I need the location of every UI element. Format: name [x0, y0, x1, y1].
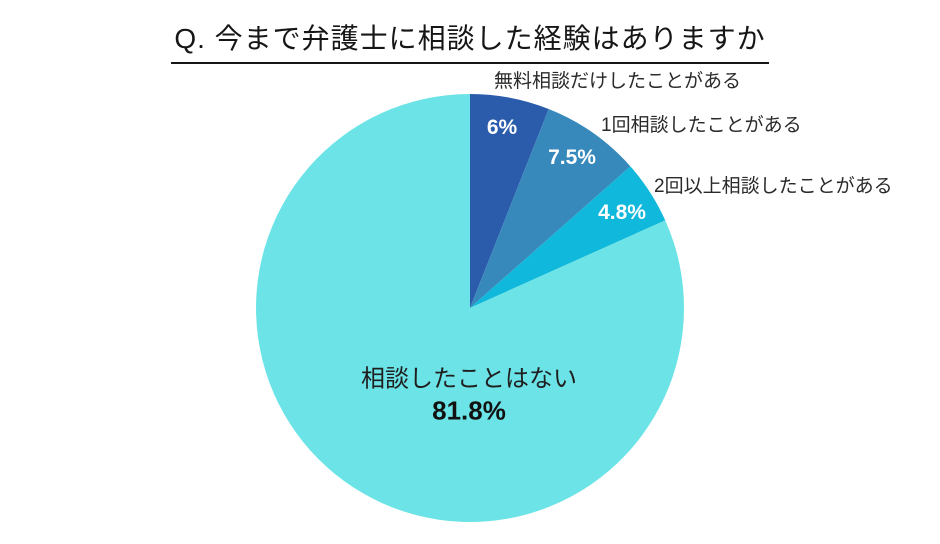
pie-slice-0 — [470, 94, 549, 308]
pie-slice-2 — [470, 166, 666, 308]
chart-title: Q. 今まで弁護士に相談した経験はありますか — [171, 17, 769, 64]
slice-label-free-consultation-only: 無料相談だけしたことがある — [494, 71, 742, 92]
value-label-consulted-twice-or-more: 4.8% — [598, 201, 646, 224]
slice-label-consulted-once: 1回相談したことがある — [601, 115, 802, 136]
value-label-never-consulted: 81.8% — [432, 395, 506, 426]
value-label-consulted-once: 7.5% — [548, 146, 596, 169]
pie-slice-1 — [470, 109, 631, 308]
slice-label-consulted-twice-or-more: 2回以上相談したことがある — [654, 176, 893, 197]
slice-label-never-consulted: 相談したことはない — [361, 365, 577, 393]
chart-title-row: Q. 今まで弁護士に相談した経験はありますか — [0, 17, 940, 64]
value-label-free-consultation-only: 6% — [486, 116, 518, 139]
pie-slice-3 — [256, 94, 685, 522]
